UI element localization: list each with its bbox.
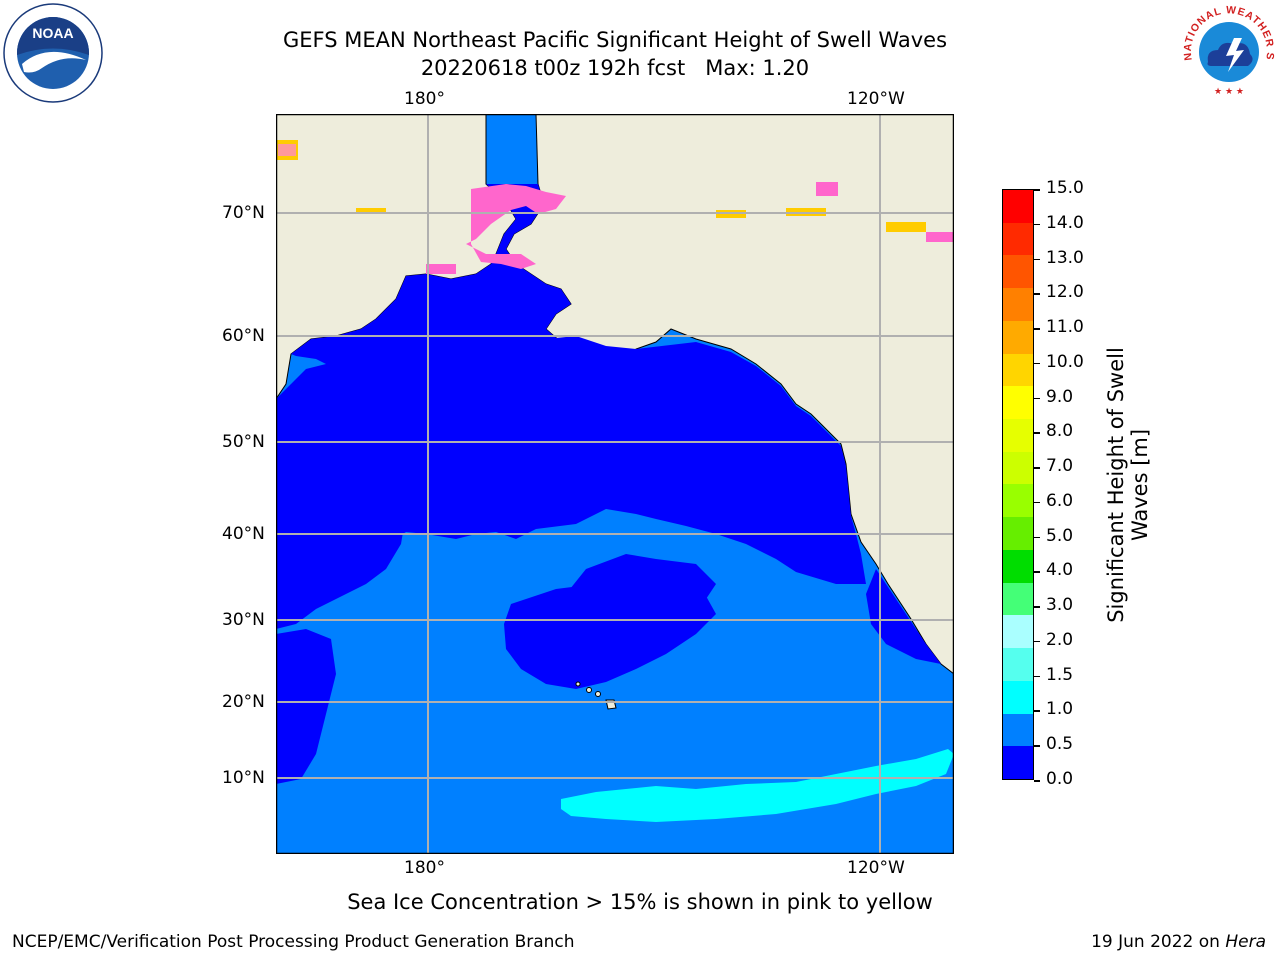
colorbar-tick-label: 8.0	[1046, 421, 1074, 442]
colorbar-swatch	[1003, 353, 1033, 387]
lat-tick-50n: 50°N	[222, 432, 265, 452]
colorbar-swatch	[1003, 320, 1033, 354]
lat-tick-60n: 60°N	[222, 326, 265, 346]
colorbar-tick-mark	[1034, 293, 1040, 295]
colorbar-tick-mark	[1034, 189, 1040, 191]
colorbar-tick-mark	[1034, 467, 1040, 469]
lon-tick-top-120w: 120°W	[847, 89, 905, 109]
colorbar-swatch	[1003, 451, 1033, 485]
colorbar-tick-label: 14.0	[1046, 212, 1084, 233]
map-gridlines	[276, 114, 954, 854]
footer-host: Hera	[1225, 932, 1266, 952]
colorbar-swatch	[1003, 288, 1033, 321]
sea-ice-note: Sea Ice Concentration > 15% is shown in …	[347, 890, 933, 914]
colorbar-tick-label: 12.0	[1046, 282, 1084, 303]
noaa-logo: NOAA	[2, 2, 104, 104]
colorbar-swatch	[1003, 419, 1033, 452]
colorbar-tick-label: 3.0	[1046, 595, 1074, 616]
lon-tick-bottom-180: 180°	[404, 858, 445, 878]
lat-tick-40n: 40°N	[222, 524, 265, 544]
colorbar-swatch	[1003, 386, 1033, 420]
colorbar-tick-mark	[1034, 640, 1040, 643]
map-svg	[275, 113, 955, 855]
svg-text:NOAA: NOAA	[32, 25, 73, 41]
colorbar-swatch	[1003, 680, 1033, 714]
colorbar-tick-mark	[1034, 258, 1040, 261]
colorbar-swatch	[1003, 255, 1033, 289]
footer-right: 19 Jun 2022 on Hera	[1091, 932, 1266, 952]
sea-low-far-west	[276, 629, 336, 784]
nws-logo: NATIONAL WEATHER SERVICE ★ ★ ★	[1174, 0, 1280, 102]
chart-title: GEFS MEAN Northeast Pacific Significant …	[282, 28, 948, 52]
footer-date: 19 Jun 2022 on	[1091, 932, 1226, 952]
colorbar-tick-label: 13.0	[1046, 247, 1084, 268]
colorbar-tick-label: 9.0	[1046, 386, 1074, 407]
colorbar-tick-mark	[1034, 328, 1040, 330]
lat-tick-30n: 30°N	[222, 610, 265, 630]
colorbar-tick-mark	[1034, 432, 1040, 434]
colorbar-tick-mark	[1034, 397, 1040, 400]
colorbar-tick-label: 10.0	[1046, 351, 1084, 372]
colorbar-tick-mark	[1034, 571, 1040, 573]
colorbar-tick-label: 11.0	[1046, 317, 1084, 338]
lat-tick-20n: 20°N	[222, 692, 265, 712]
colorbar-label-line1: Significant Height of Swell	[1104, 347, 1128, 623]
lat-tick-70n: 70°N	[222, 203, 265, 223]
colorbar-tick-label: 0.0	[1046, 769, 1074, 789]
colorbar-tick-mark	[1034, 501, 1040, 504]
colorbar-tick-mark	[1034, 745, 1040, 747]
colorbar-tick-mark	[1034, 536, 1040, 539]
colorbar-swatch	[1003, 549, 1033, 583]
colorbar-tick-label: 0.5	[1046, 734, 1074, 755]
colorbar-swatch	[1003, 484, 1033, 518]
map-panel	[275, 113, 955, 855]
svg-text:★ ★ ★: ★ ★ ★	[1214, 87, 1244, 97]
colorbar-tick-label: 1.0	[1046, 699, 1074, 720]
lat-tick-10n: 10°N	[222, 768, 265, 788]
sea-low-coastal	[866, 569, 941, 664]
colorbar-tick-mark	[1034, 675, 1040, 678]
colorbar-tick-mark	[1034, 223, 1040, 226]
colorbar-tick-label: 6.0	[1046, 490, 1074, 511]
sea-low-subtropical	[504, 584, 716, 689]
colorbar-ticks: 15.0 14.0 13.0 12.0 11.0 10.0 9.0 8.0 7.0 6.0 5.0 4…	[1034, 178, 1104, 789]
colorbar-tick-label: 1.5	[1046, 664, 1074, 685]
colorbar-tick-mark	[1034, 362, 1040, 365]
colorbar-swatch	[1003, 222, 1033, 256]
colorbar-tick-mark	[1034, 780, 1040, 782]
map-border	[275, 113, 955, 855]
colorbar-tick-label: 2.0	[1046, 629, 1074, 650]
colorbar-tick-label: 4.0	[1046, 560, 1074, 581]
sea-low-west	[276, 494, 406, 629]
colorbar-swatch	[1003, 517, 1033, 550]
colorbar-tick-label: 7.0	[1046, 456, 1074, 477]
colorbar-swatch	[1003, 615, 1033, 649]
sea-swell-1m-band	[561, 749, 954, 822]
colorbar-tick-mark	[1034, 710, 1040, 712]
colorbar-label-line2: Waves [m]	[1128, 428, 1152, 542]
colorbar-swatch	[1003, 746, 1033, 779]
colorbar-tick-label: 5.0	[1046, 525, 1074, 546]
sea-low-gulf-of-alaska	[276, 336, 866, 584]
colorbar-swatch	[1003, 190, 1033, 223]
colorbar-swatch	[1003, 648, 1033, 681]
colorbar	[1002, 189, 1034, 780]
colorbar-tick-mark	[1034, 606, 1040, 608]
colorbar-tick-label: 15.0	[1046, 178, 1084, 198]
chart-subtitle: 20220618 t00z 192h fcst Max: 1.20	[420, 56, 810, 80]
colorbar-swatch	[1003, 582, 1033, 616]
footer-left: NCEP/EMC/Verification Post Processing Pr…	[12, 932, 575, 952]
lon-tick-bottom-120w: 120°W	[847, 858, 905, 878]
colorbar-swatch	[1003, 713, 1033, 747]
lon-tick-top-180: 180°	[404, 89, 445, 109]
